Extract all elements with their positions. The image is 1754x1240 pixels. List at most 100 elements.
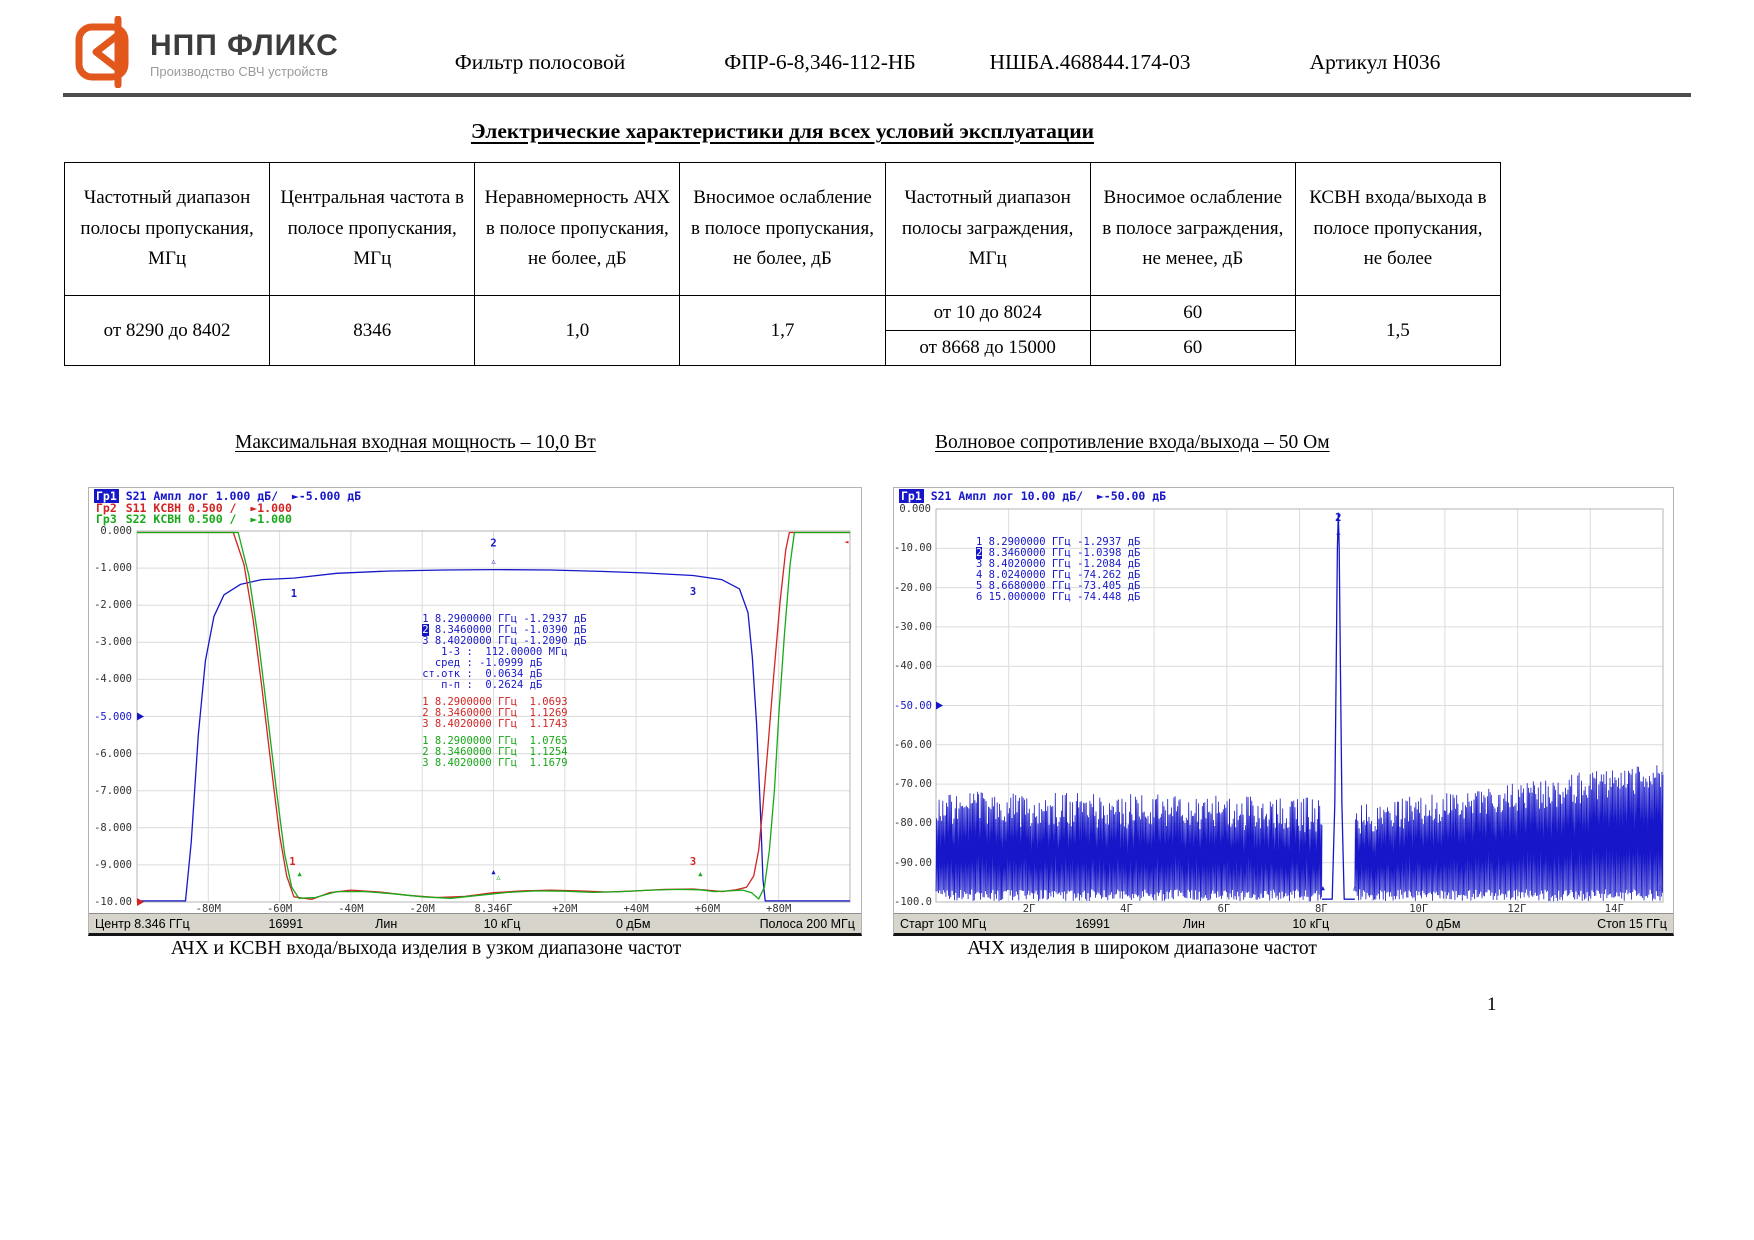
status-cell: 0 дБм [615,916,651,931]
y-tick-label: -4.000 [94,673,132,686]
status-cell: Центр 8.346 ГГц [95,916,190,931]
y-tick-label: -20.00 [894,581,932,594]
readout-line: п-п : 0.2624 дБ [422,679,543,692]
y-tick-label: -70.00 [894,778,932,791]
x-tick-label: 6Г [1217,903,1231,915]
legend-row: Гр3 S22 КСВН 0.500 / ►1.000 [94,512,361,526]
cell-insertion-loss: 1,7 [679,295,886,366]
note-max-power: Максимальная входная мощность – 10,0 Вт [235,432,596,453]
status-cell: Стоп 15 ГГц [1597,916,1667,931]
readout-line: сред : -1.0999 дБ [422,657,543,670]
marker-glyph: 1 [291,588,297,600]
x-tick-label: -60М [266,903,293,915]
legend-text: S21 Ампл лог 1.000 дБ/ ►-5.000 дБ [118,489,362,503]
readout-line: 1 8.2900000 ГГц 1.0693 [422,695,568,708]
readout-line: 1-3 : 112.00000 МГц [422,646,568,659]
cell-stopband-attenuation-2: 60 [1089,330,1296,366]
readout-line: 3 8.4020000 ГГц -1.2084 дБ [975,557,1141,570]
col-header-ripple: Неравномерность АЧХ в полосе пропускания… [474,162,681,296]
marker-glyph: ▲ [1321,884,1326,892]
readout-line: 2 8.3460000 ГГц 1.1254 [422,746,568,759]
readout-line: 2 8.3460000 ГГц 1.1269 [422,706,568,719]
col-header-insertion-loss: Вносимое ослабление в полосе пропускания… [679,162,886,296]
marker-readout-block: 1 8.2900000 ГГц -1.2937 дБ 2 8.3460000 ГГ… [422,614,587,692]
x-tick-label: +60М [694,903,721,915]
status-cell: 16991 [1075,916,1111,931]
y-tick-label: -80.00 [894,817,932,830]
chart-wideband: Гр1 S21 Ампл лог 10.00 дБ/ ►-50.00 дБ 0.0… [893,487,1674,936]
status-cell: 10 кГц [1292,916,1330,931]
col-header-stopband-attenuation: Вносимое ослабление в полосе заграждения… [1089,162,1296,296]
x-tick-label: 2Г [1022,903,1036,915]
y-tick-label: -7.000 [94,784,132,797]
cell-vswr: 1,5 [1294,295,1502,366]
chart-narrowband: Гр1 S21 Ампл лог 1.000 дБ/ ►-5.000 дБ Гр2… [88,487,862,936]
marker-glyph: △ [1336,529,1341,537]
ref-level-arrow [137,712,144,721]
col-header-passband-range: Частотный диапазон полосы пропускания, М… [63,162,271,296]
readout-line: 3 8.4020000 ГГц 1.1743 [422,717,568,730]
x-tick-label: 12Г [1507,903,1527,915]
y-tick-label: -40.00 [894,660,932,673]
y-tick-label: -10.00 [94,896,132,908]
header-divider-rule [63,93,1691,97]
header-field-model: ФПР-6-8,346-112-НБ [724,50,916,74]
readout-line: 5 8.6680000 ГГц -73.405 дБ [975,579,1141,592]
marker-glyph: △ [1659,884,1664,892]
y-tick-label: -10.00 [894,542,932,555]
cell-ripple: 1,0 [474,295,681,366]
x-tick-label: -20М [409,903,435,915]
table-row: от 8290 до 8402 8346 1,0 1,7 от 10 до 80… [63,295,1502,366]
col-header-stopband-range: Частотный диапазон полосы заграждения, М… [884,162,1091,296]
legend-text: S11 КСВН 0.500 / ►1.000 [118,500,292,515]
x-tick-label: +20М [552,903,578,915]
trace-S21 [1322,512,1355,900]
cell-stopband-range-2: от 8668 до 15000 [884,330,1091,366]
header-field-product-type: Фильтр полосовой [454,50,626,74]
brand-block: НПП ФЛИКС Производство СВЧ устройств [150,29,339,80]
status-bar: Старт 100 МГц 16991 Лин 10 кГц 0 дБм Стоп 15 … [894,913,1673,933]
trace-S22 [137,531,850,900]
header-field-decimal-number: НШБА.468844.174-03 [989,50,1191,74]
legend-row: Гр1 S21 Ампл лог 10.00 дБ/ ►-50.00 дБ [899,489,1167,503]
readout-line: 1 8.2900000 ГГц -1.2937 дБ [975,535,1141,548]
marker-glyph: △ [496,874,501,882]
legend-text: S21 Ампл лог 10.00 дБ/ ►-50.00 дБ [923,489,1167,503]
legend-tag: Гр1 [94,489,119,503]
cell-stopband-attenuation-1: 60 [1089,295,1296,331]
status-cell: Старт 100 МГц [900,916,987,931]
narrowband-plot-area: 2△1 31▲ ▲△3▲◄ [136,530,851,906]
marker-glyph: ▲ [297,870,302,878]
marker-glyph: 3 [690,856,696,868]
marker-glyph: 2 [1335,512,1341,524]
legend-tag: Гр3 [96,512,117,526]
chart-caption-wideband: АЧХ изделия в широком диапазоне частот [967,938,1317,959]
col-header-vswr: КСВН входа/выхода в полосе пропускания, … [1294,162,1502,296]
x-tick-label: +40М [623,903,649,915]
marker-glyph: 2 [490,538,496,550]
y-tick-label: 0.000 [899,503,931,515]
status-cell: Лин [375,916,398,931]
brand-name: НПП ФЛИКС [150,29,339,62]
cell-stopband-range-1: от 10 до 8024 [884,295,1091,331]
trace-legend: Гр1 S21 Ампл лог 10.00 дБ/ ►-50.00 дБ [899,489,1167,503]
legend-tag: Гр1 [899,489,924,503]
readout-line: ст.отк : 0.0634 дБ [422,668,543,681]
y-tick-label: -90.00 [894,856,932,869]
readout-line: 3 8.4020000 ГГц -1.2090 дБ [422,635,587,648]
trace-S11 [137,531,850,901]
y-tick-label: -60.00 [894,738,932,751]
header-logo: НПП ФЛИКС Производство СВЧ устройств [74,15,339,93]
y-tick-label: -30.00 [894,620,932,633]
marker-glyph: ▲ [698,870,703,878]
chart-caption-narrowband: АЧХ и КСВН входа/выхода изделия в узком … [170,938,682,959]
header-field-article: Артикул Н036 [1309,50,1441,74]
cell-center-freq: 8346 [269,295,476,366]
ref-level-arrow [137,898,144,906]
readout-line: 2 8.3460000 ГГц -1.0390 дБ [422,624,587,637]
y-tick-label: -3.000 [94,636,132,649]
y-tick-label: -9.000 [94,858,132,871]
y-tick-label: -5.000 [94,710,132,723]
cell-passband-range: от 8290 до 8402 [63,295,271,366]
status-cell: Полоса 200 МГц [759,916,855,931]
